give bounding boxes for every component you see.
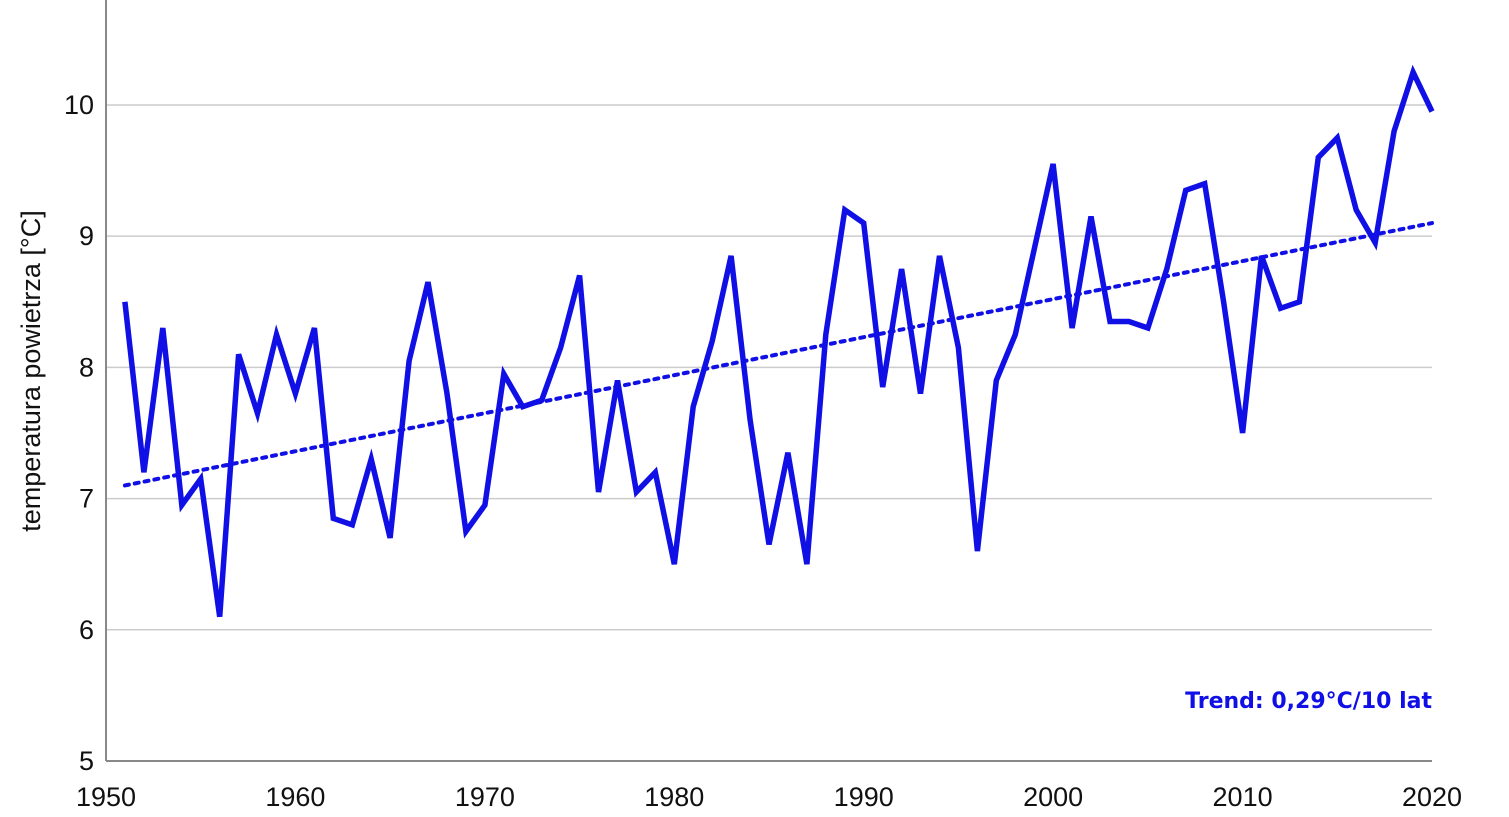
y-tick-labels: 5 6 7 8 9 10	[64, 90, 94, 776]
y-tick-label: 5	[79, 746, 94, 776]
y-tick-label: 9	[79, 221, 94, 251]
x-tick-label: 1980	[644, 782, 704, 812]
x-tick-label: 1970	[455, 782, 515, 812]
x-tick-label: 1990	[834, 782, 894, 812]
x-tick-label: 2020	[1402, 782, 1462, 812]
x-tick-label: 1950	[76, 782, 136, 812]
trend-annotation: Trend: 0,29°C/10 lat	[1185, 689, 1432, 714]
y-axis-title: temperatura powietrza [°C]	[16, 210, 46, 531]
x-tick-label: 1960	[265, 782, 325, 812]
trend-line	[122, 221, 1434, 488]
y-tick-label: 10	[64, 90, 94, 120]
temperature-series-line	[122, 64, 1435, 618]
x-tick-label: 2010	[1213, 782, 1273, 812]
y-tick-label: 6	[79, 615, 94, 645]
data-points	[122, 69, 1435, 620]
y-tick-label: 7	[79, 484, 94, 514]
x-tick-labels: 1950 1960 1970 1980 1990 2000 2010 2020	[76, 782, 1462, 812]
x-tick-label: 2000	[1023, 782, 1083, 812]
y-tick-label: 8	[79, 352, 94, 382]
